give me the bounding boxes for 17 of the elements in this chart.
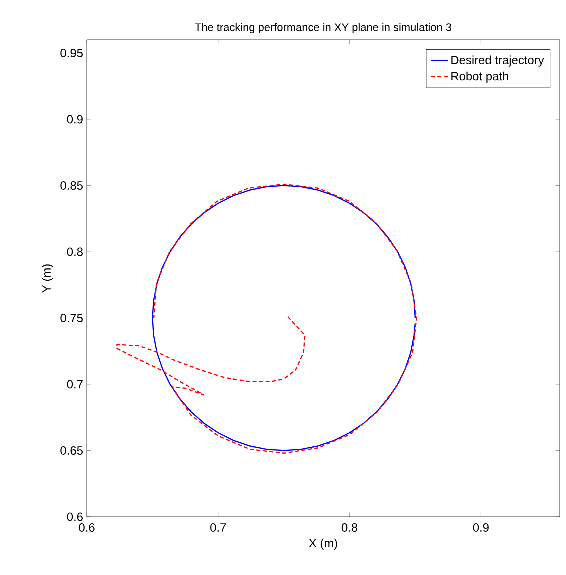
- x-tick-label: 0.6: [79, 524, 95, 532]
- y-tick-label: 0.7: [67, 380, 83, 389]
- legend-label: Desired trajectory: [452, 56, 544, 67]
- y-tick-label: 0.65: [60, 446, 83, 455]
- x-axis-title: X (m): [309, 538, 338, 550]
- y-axis-title: Y (m): [42, 264, 54, 293]
- x-tick-label: 0.9: [473, 524, 489, 532]
- x-tick-label: 0.8: [342, 524, 358, 532]
- chart-title: The tracking performance in XY plane in simulation 3: [195, 23, 452, 34]
- x-tick-label: 0.7: [210, 524, 226, 532]
- y-tick-label: 0.75: [60, 314, 83, 322]
- y-tick-label: 0.6: [67, 512, 83, 522]
- y-tick-label: 0.95: [60, 49, 83, 58]
- y-tick-label: 0.85: [60, 182, 83, 190]
- y-tick-label: 0.8: [67, 248, 83, 256]
- y-tick-label: 0.9: [67, 115, 83, 124]
- legend-label: Robot path: [452, 72, 508, 84]
